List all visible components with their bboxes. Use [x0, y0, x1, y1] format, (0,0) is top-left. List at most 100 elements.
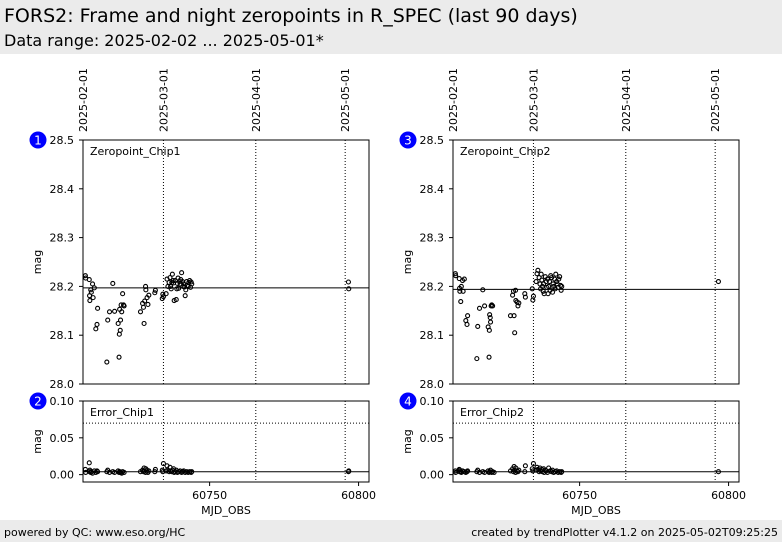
- data-point: [522, 469, 528, 475]
- data-point: [346, 286, 352, 292]
- date-marker-label: 2025-05-01: [709, 68, 722, 132]
- data-point: [120, 291, 126, 297]
- data-point: [169, 271, 175, 277]
- date-marker-label: 2025-03-01: [157, 68, 170, 132]
- y-tick-label: 28.1: [420, 329, 445, 342]
- data-point: [461, 276, 467, 282]
- y-axis-label: mag: [401, 429, 414, 453]
- data-point: [160, 469, 166, 475]
- data-point: [546, 278, 553, 285]
- data-point: [86, 277, 92, 283]
- page-subtitle: Data range: 2025-02-02 ... 2025-05-01*: [4, 31, 324, 50]
- y-tick-label: 0.05: [420, 432, 445, 445]
- data-point: [117, 327, 123, 333]
- date-marker-label: 2025-04-01: [250, 68, 263, 132]
- data-point: [89, 281, 96, 287]
- panel-label: Zeropoint_Chip2: [460, 145, 551, 158]
- y-axis-label: mag: [31, 429, 44, 453]
- data-point: [163, 291, 169, 297]
- y-tick-label: 28.3: [50, 232, 75, 245]
- panel-4: 0.00 0.05 0.10 60750 60800 mag MJD_OBS Error_Ch…: [399, 392, 746, 517]
- y-tick-label: 28.4: [50, 183, 75, 196]
- data-point: [142, 298, 148, 304]
- data-point: [457, 288, 463, 294]
- data-point: [458, 298, 464, 305]
- data-point: [465, 468, 471, 474]
- data-point: [137, 309, 144, 315]
- y-tick-label: 0.10: [420, 395, 445, 408]
- y-tick-label: 28.5: [420, 134, 445, 147]
- data-point: [90, 295, 96, 301]
- y-tick-label: 0.00: [50, 469, 75, 482]
- data-point: [482, 303, 488, 309]
- data-point: [476, 469, 483, 475]
- data-point: [486, 354, 492, 360]
- data-point: [487, 312, 493, 318]
- data-point: [480, 287, 486, 293]
- data-point: [152, 469, 158, 475]
- y-axis-label: mag: [31, 250, 44, 274]
- panel-2: 0.00 0.05 0.10 60750 60800 mag MJD_OBS Error_Ch…: [29, 392, 376, 517]
- data-point: [533, 278, 539, 285]
- data-point: [464, 321, 470, 328]
- page-title: FORS2: Frame and night zeropoints in R_S…: [4, 5, 578, 27]
- data-point: [170, 277, 176, 284]
- panel-number-badge: [399, 131, 417, 149]
- date-marker-label: 2025-05-01: [339, 68, 352, 132]
- data-point: [516, 467, 522, 473]
- data-point: [152, 287, 158, 293]
- date-marker-label: 2025-03-01: [527, 68, 540, 132]
- data-point: [715, 469, 721, 475]
- data-point: [490, 303, 496, 309]
- data-point: [513, 287, 519, 293]
- data-point: [87, 298, 93, 304]
- data-point: [510, 292, 516, 298]
- plot-frame: [82, 400, 370, 483]
- data-point: [145, 301, 151, 308]
- data-point: [539, 277, 545, 283]
- data-point: [117, 317, 124, 323]
- x-tick-label: 60800: [341, 489, 376, 502]
- data-point: [475, 323, 481, 329]
- data-point: [345, 279, 351, 285]
- data-point: [486, 327, 492, 333]
- panel-number: 3: [404, 134, 412, 148]
- data-point: [487, 319, 494, 325]
- y-tick-label: 0.10: [50, 395, 75, 408]
- data-point: [556, 276, 562, 282]
- panel-label: Zeropoint_Chip1: [90, 145, 181, 158]
- data-point: [106, 469, 113, 475]
- data-point: [141, 320, 147, 327]
- footer-credit: powered by QC: www.eso.org/HC: [4, 526, 186, 539]
- panel-number: 2: [34, 395, 42, 409]
- data-point: [143, 283, 149, 289]
- data-point: [476, 305, 483, 311]
- data-point: [522, 294, 528, 300]
- footer-generator: created by trendPlotter v4.1.2 on 2025-0…: [471, 526, 778, 539]
- x-axis-label: MJD_OBS: [201, 504, 251, 517]
- panel-1: 2025-02-01 2025-03-01 2025-04-01 2025-05-01…: [29, 68, 370, 391]
- data-point: [553, 271, 559, 277]
- x-tick-label: 60750: [192, 489, 227, 502]
- panel-number: 1: [34, 134, 42, 148]
- data-point: [522, 463, 528, 469]
- data-point: [516, 300, 522, 306]
- plot-frame: [452, 139, 740, 385]
- panel-label: Error_Chip1: [90, 406, 154, 419]
- x-axis-label: MJD_OBS: [571, 504, 621, 517]
- date-marker-label: 2025-04-01: [620, 68, 633, 132]
- data-point: [474, 356, 480, 362]
- y-tick-label: 28.1: [50, 329, 75, 342]
- data-point: [110, 280, 116, 287]
- panel-number-badge: [29, 392, 47, 410]
- panel-3: 2025-02-01 2025-03-01 2025-04-01 2025-05-01…: [399, 68, 740, 391]
- data-point: [460, 288, 466, 294]
- data-point: [530, 297, 536, 303]
- y-tick-label: 28.5: [50, 134, 75, 147]
- data-point: [104, 359, 110, 365]
- data-point: [182, 293, 188, 299]
- y-tick-label: 28.2: [420, 280, 445, 293]
- data-point: [82, 466, 88, 473]
- data-point: [95, 469, 101, 475]
- data-point: [491, 469, 497, 475]
